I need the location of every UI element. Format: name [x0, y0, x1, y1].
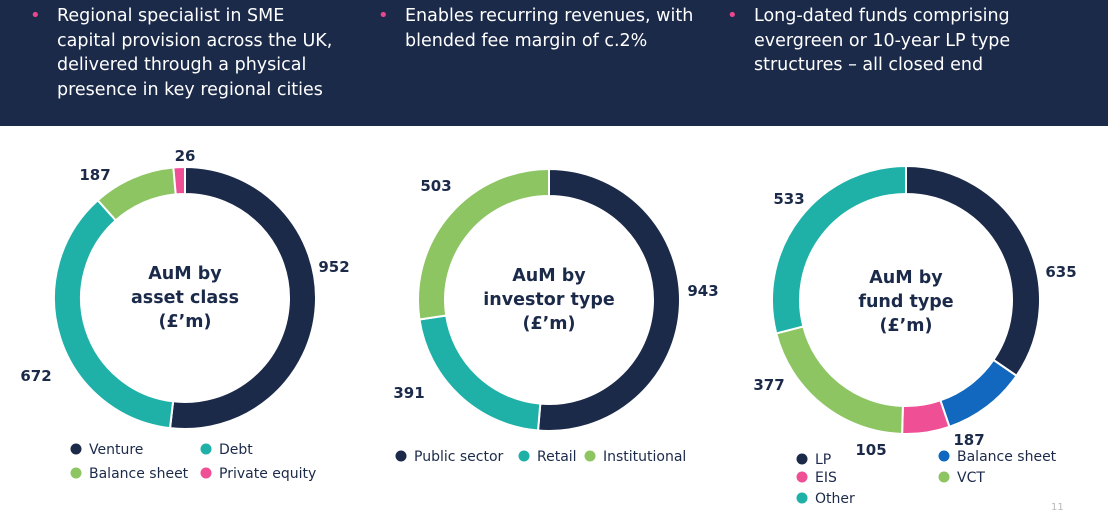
bullet-revenues: • Enables recurring revenues, with blended… — [378, 4, 694, 53]
header-banner: • Regional specialist in SME capital provi… — [0, 0, 1108, 126]
chart-center-title: AuM by — [148, 264, 222, 284]
slice-vct — [775, 325, 904, 435]
legend-label: Institutional — [603, 449, 686, 465]
legend-marker — [200, 443, 212, 455]
chart-center-title: asset class — [131, 288, 239, 308]
data-label: 377 — [753, 376, 784, 394]
donut-charts: 952 672 187 26 AuM by asset class (£’m) Venture… — [20, 147, 1077, 507]
legend-label: Debt — [219, 442, 253, 458]
legend-marker — [938, 450, 950, 462]
bullet-dot: • — [378, 5, 389, 26]
legend-marker — [395, 450, 407, 462]
legend-marker — [518, 450, 530, 462]
data-label: 672 — [20, 367, 51, 385]
bullet-line: blended fee margin of c.2% — [405, 30, 648, 51]
donut-chart-2: 943 391 503 AuM by investor type (£’m) Public … — [393, 167, 719, 465]
bullet-line: Long-dated funds comprising — [754, 6, 1010, 26]
data-label: 943 — [687, 282, 718, 300]
slice-other — [771, 164, 907, 335]
chart-center-title: (£’m) — [522, 314, 575, 334]
chart-center-title: AuM by — [512, 266, 586, 286]
legend-label: Other — [815, 491, 855, 507]
legend-marker — [938, 471, 950, 483]
legend-label: EIS — [815, 470, 837, 486]
slice-private-equity — [172, 165, 186, 196]
legend-marker — [70, 443, 82, 455]
bullet-line: capital provision across the UK, — [57, 30, 333, 51]
data-label: 533 — [773, 190, 804, 208]
bullet-dot: • — [30, 5, 41, 26]
data-label: 952 — [318, 258, 349, 276]
legend-marker — [796, 492, 808, 504]
legend-label: Balance sheet — [957, 449, 1057, 465]
slice-public-sector — [536, 167, 682, 432]
slice-eis — [901, 399, 951, 435]
bullet-line: Enables recurring revenues, with — [405, 6, 694, 26]
bullet-dot: • — [727, 5, 738, 26]
slice-venture — [168, 165, 317, 430]
donut-chart-1: 952 672 187 26 AuM by asset class (£’m) Venture… — [20, 147, 349, 482]
data-label: 635 — [1045, 263, 1076, 281]
legend-label: Private equity — [219, 466, 316, 482]
legend-label: VCT — [957, 470, 985, 486]
slice-institutional — [417, 167, 550, 321]
legend-marker — [584, 450, 596, 462]
data-label: 26 — [175, 147, 196, 165]
data-label: 187 — [79, 166, 110, 184]
bullet-line: structures – all closed end — [754, 55, 984, 75]
slice-debt — [53, 198, 175, 430]
chart-center-title: fund type — [858, 292, 953, 312]
legend-marker — [796, 471, 808, 483]
chart-center-title: (£’m) — [158, 312, 211, 332]
chart-center-title: investor type — [483, 290, 615, 310]
data-label: 105 — [855, 441, 886, 459]
bullet-regional: • Regional specialist in SME capital provi… — [30, 4, 333, 102]
page-number: 11 — [1051, 502, 1064, 513]
bullet-funds: • Long-dated funds comprising evergreen or… — [727, 4, 1011, 78]
legend-label: LP — [815, 452, 831, 468]
data-label: 391 — [393, 384, 424, 402]
data-label: 503 — [420, 177, 451, 195]
legend-label: Public sector — [414, 449, 504, 465]
legend-label: Venture — [89, 442, 143, 458]
legend-marker — [200, 467, 212, 479]
legend-label: Balance sheet — [89, 466, 189, 482]
chart-center-title: (£’m) — [879, 316, 932, 336]
legend-label: Retail — [537, 449, 577, 465]
bullet-line: Regional specialist in SME — [57, 6, 285, 26]
charts-area: 952 672 187 26 AuM by asset class (£’m) Venture… — [0, 126, 1108, 529]
data-label: 187 — [953, 431, 984, 449]
slice-balance-sheet — [939, 358, 1018, 429]
legend-marker — [796, 453, 808, 465]
chart-center-title: AuM by — [869, 268, 943, 288]
legend-marker — [70, 467, 82, 479]
bullet-line: presence in key regional cities — [57, 79, 323, 100]
bullet-line: evergreen or 10-year LP type — [754, 30, 1011, 51]
bullet-line: delivered through a physical — [57, 55, 307, 75]
donut-chart-3: 635 187 105 377 533 AuM by fund type (£’m) LP Bal… — [753, 164, 1077, 507]
